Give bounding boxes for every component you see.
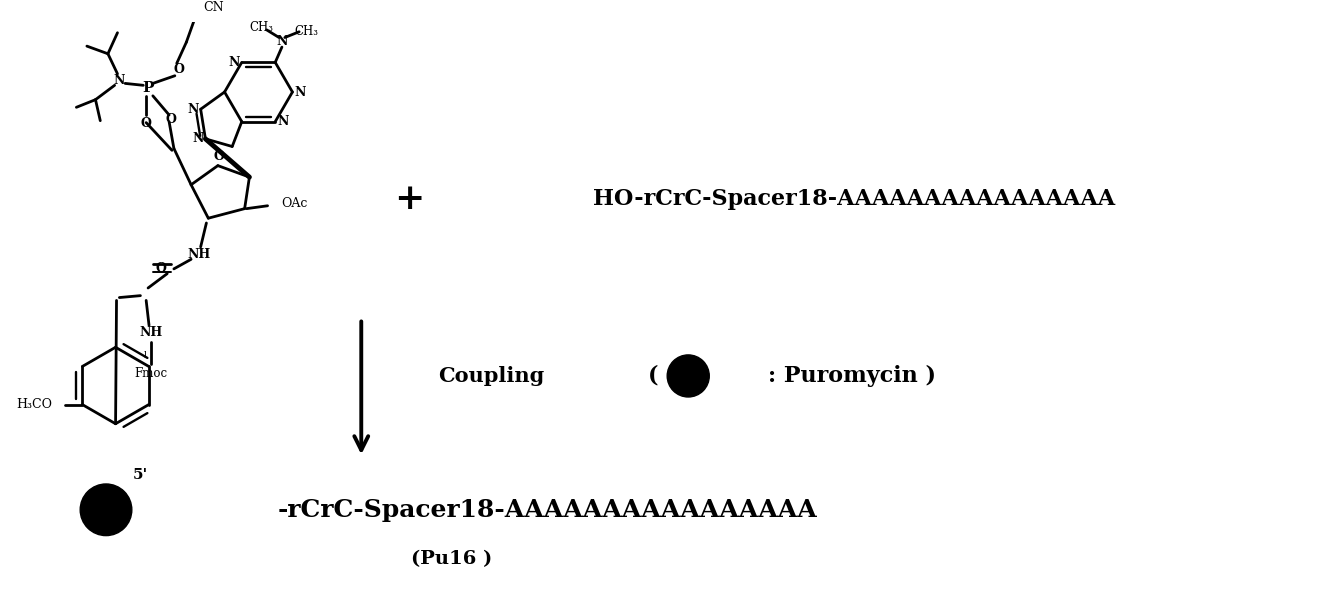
Text: O: O xyxy=(173,62,183,76)
Text: N: N xyxy=(193,133,203,145)
Text: N: N xyxy=(228,56,240,69)
Text: HO-rCrC-Spacer18-AAAAAAAAAAAAAAAA: HO-rCrC-Spacer18-AAAAAAAAAAAAAAAA xyxy=(593,188,1114,210)
Text: O: O xyxy=(165,113,177,126)
Circle shape xyxy=(81,484,132,536)
Text: O: O xyxy=(214,149,224,163)
Text: Coupling: Coupling xyxy=(438,366,544,386)
Text: O: O xyxy=(141,117,152,130)
Text: N: N xyxy=(294,86,306,98)
Text: CN: CN xyxy=(203,1,224,14)
Text: OAc: OAc xyxy=(281,197,308,211)
Text: (: ( xyxy=(648,365,659,387)
Text: NH: NH xyxy=(187,248,210,261)
Text: P: P xyxy=(143,81,154,95)
Text: N: N xyxy=(277,115,289,128)
Text: : Puromycin ): : Puromycin ) xyxy=(767,365,936,387)
Text: O: O xyxy=(154,262,166,275)
Text: CH₃: CH₃ xyxy=(249,22,273,34)
Text: l: l xyxy=(144,352,147,361)
Text: NH: NH xyxy=(140,326,162,340)
Text: N: N xyxy=(114,74,125,87)
Text: P: P xyxy=(682,367,694,385)
Text: CH₃: CH₃ xyxy=(294,25,318,38)
Text: N: N xyxy=(187,103,199,116)
Text: P: P xyxy=(99,501,112,519)
Text: -rCrC-Spacer18-AAAAAAAAAAAAAAAA: -rCrC-Spacer18-AAAAAAAAAAAAAAAA xyxy=(277,498,817,522)
Text: H₃CO: H₃CO xyxy=(16,398,51,411)
Text: N: N xyxy=(276,35,288,48)
Text: Fmoc: Fmoc xyxy=(135,367,168,380)
Circle shape xyxy=(667,355,709,397)
Text: +: + xyxy=(393,182,424,216)
Text: (Pu16 ): (Pu16 ) xyxy=(412,551,492,569)
Text: 5': 5' xyxy=(133,469,148,482)
